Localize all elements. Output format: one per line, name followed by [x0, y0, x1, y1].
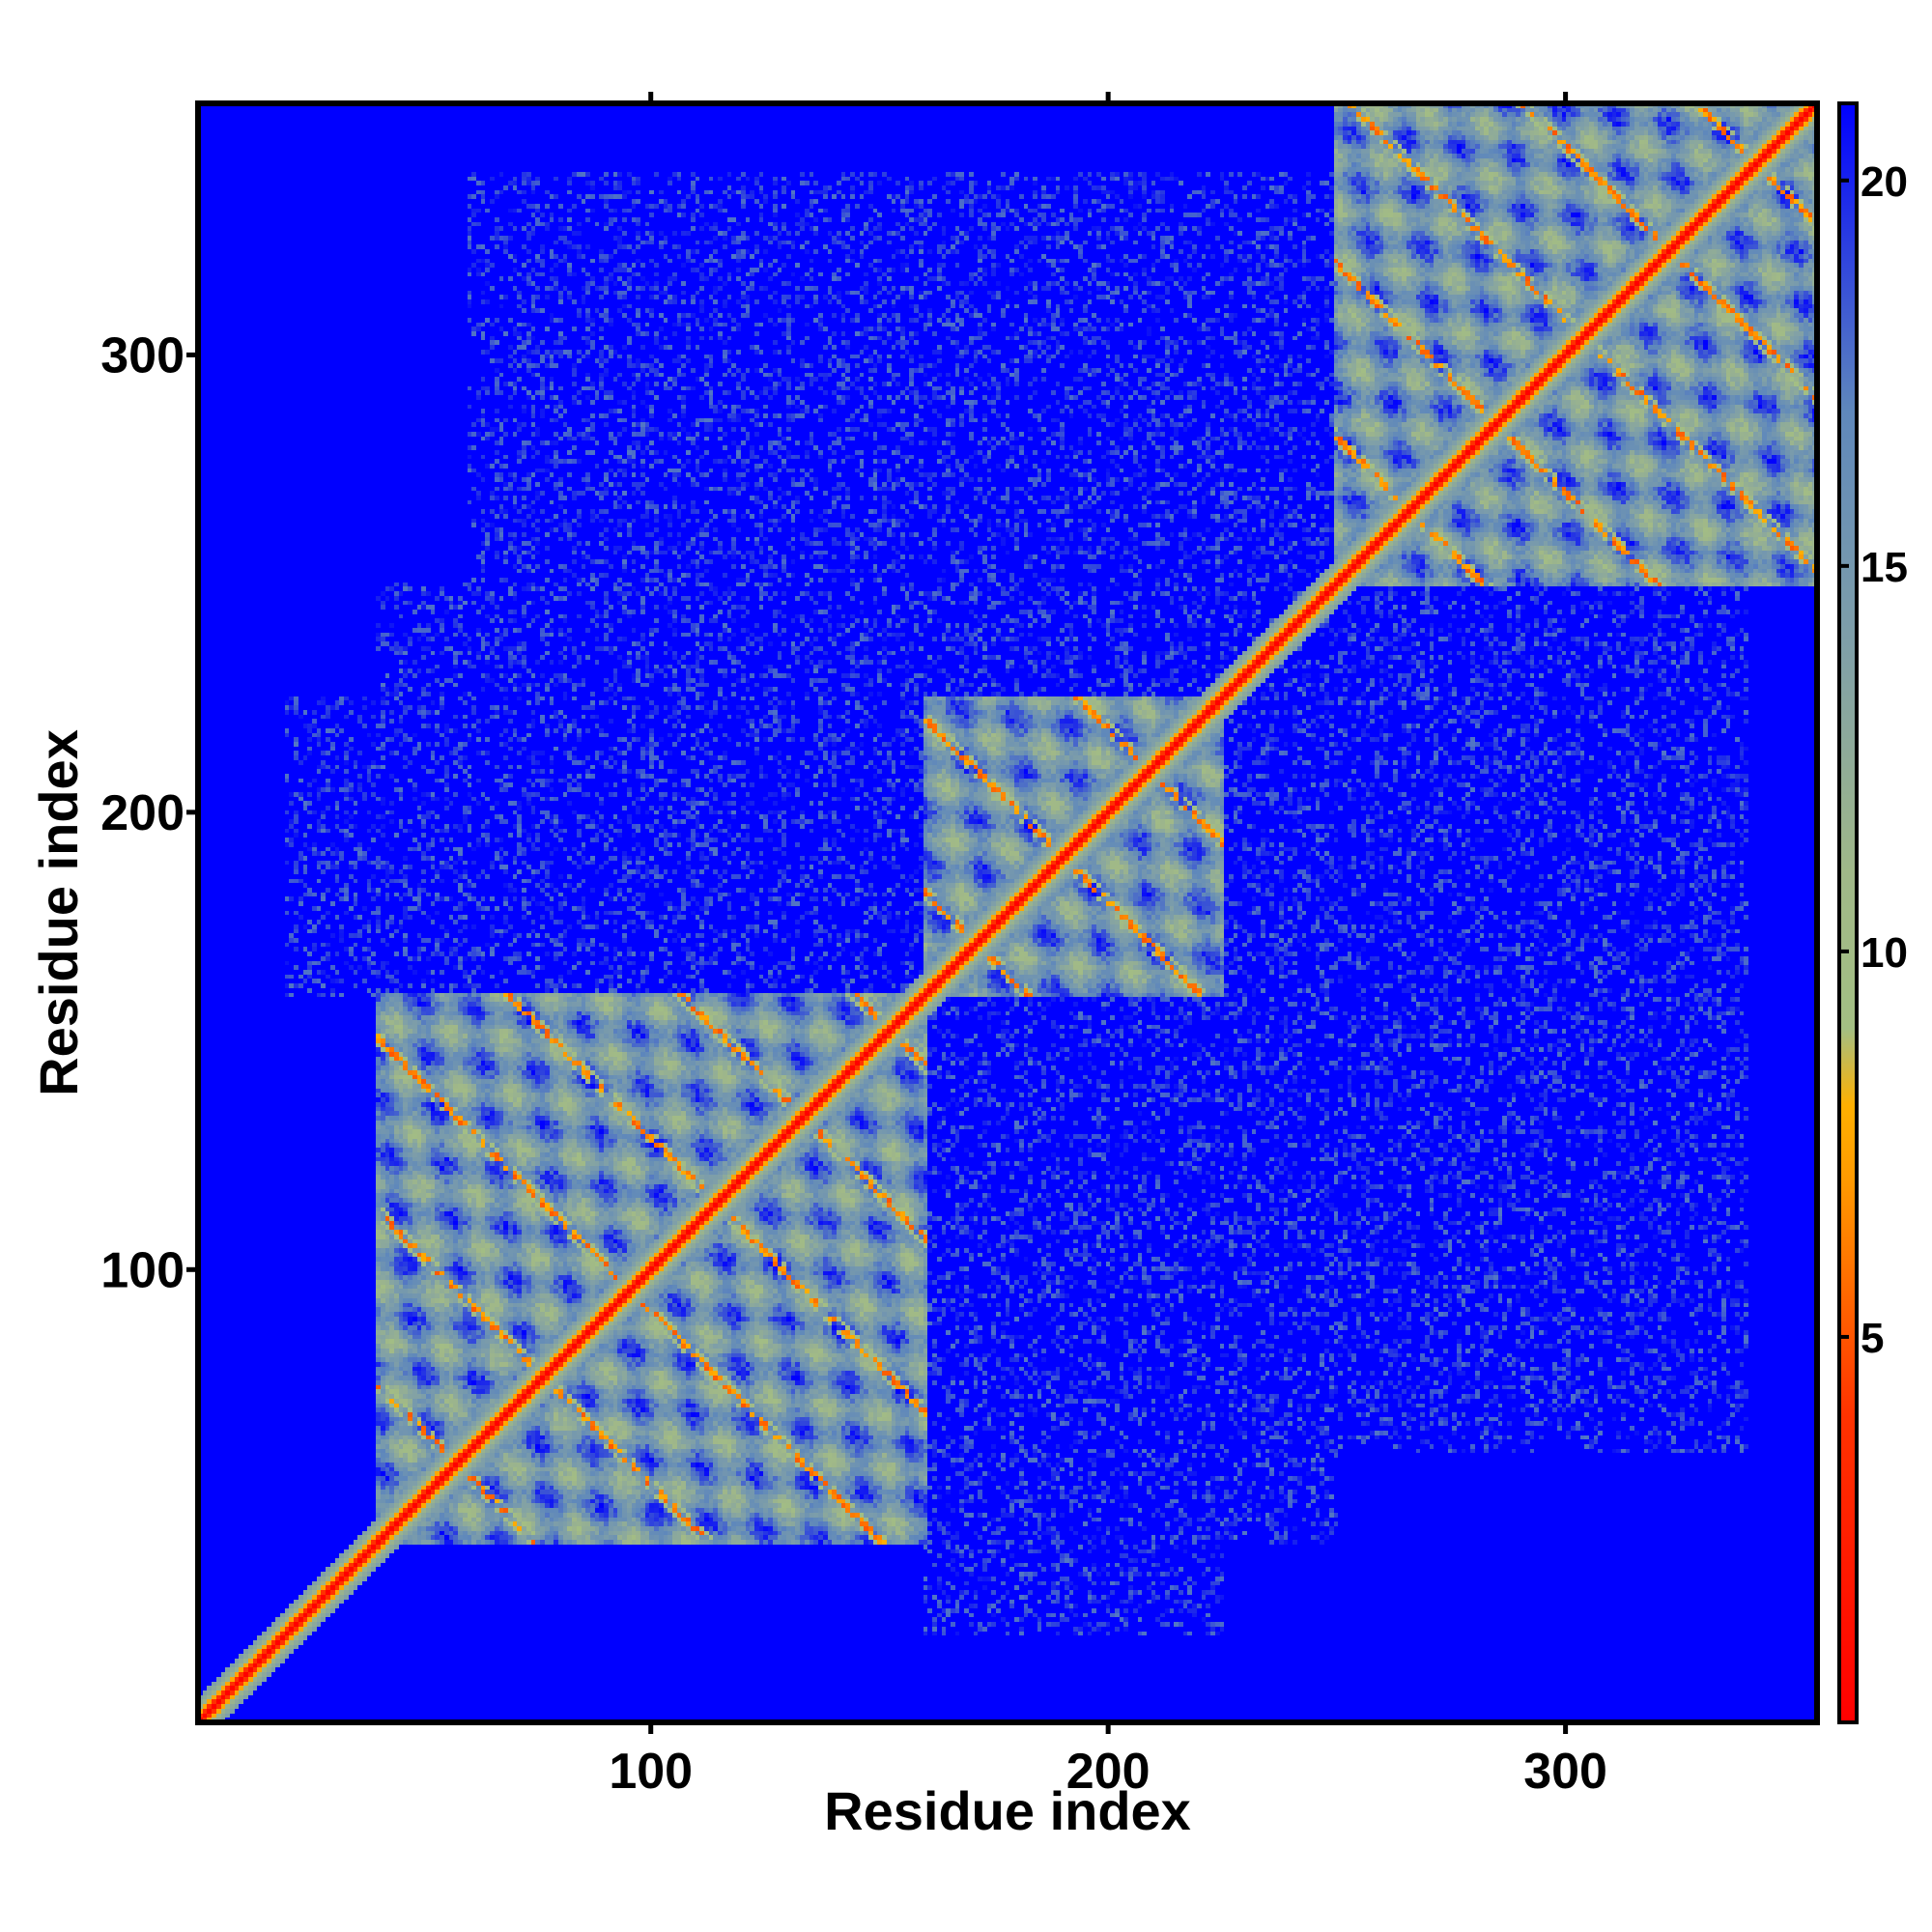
colorbar-tick-label: 15	[1861, 544, 1908, 591]
colorbar-ticks: 5 10 15 20	[1839, 158, 1908, 1362]
x-tick-label: 100	[609, 1744, 693, 1800]
colorbar: 5 10 15 20	[1837, 101, 1908, 1724]
x-axis-label: Residue index	[824, 1780, 1191, 1841]
y-tick-label: 100	[100, 1242, 185, 1298]
colorbar-fill	[1839, 103, 1857, 1722]
x-tick-label: 200	[1066, 1744, 1151, 1800]
plot-frame	[195, 100, 1820, 1725]
plot-area	[195, 100, 1820, 1725]
x-axis-ticks: 100 200 300	[609, 92, 1607, 1800]
colorbar-frame	[1837, 101, 1859, 1724]
colorbar-tick-label: 5	[1861, 1315, 1884, 1362]
y-tick-label: 200	[100, 785, 185, 841]
x-tick-label: 300	[1523, 1744, 1607, 1800]
y-axis-ticks: 100 200 300	[100, 327, 198, 1298]
heatmap-canvas	[198, 103, 1817, 1722]
colorbar-tick-label: 10	[1861, 929, 1908, 977]
heatmap-cells-container	[198, 103, 1817, 1722]
y-axis-label: Residue index	[28, 729, 89, 1096]
colorbar-tick-label: 20	[1861, 158, 1908, 206]
y-tick-label: 300	[100, 327, 185, 384]
